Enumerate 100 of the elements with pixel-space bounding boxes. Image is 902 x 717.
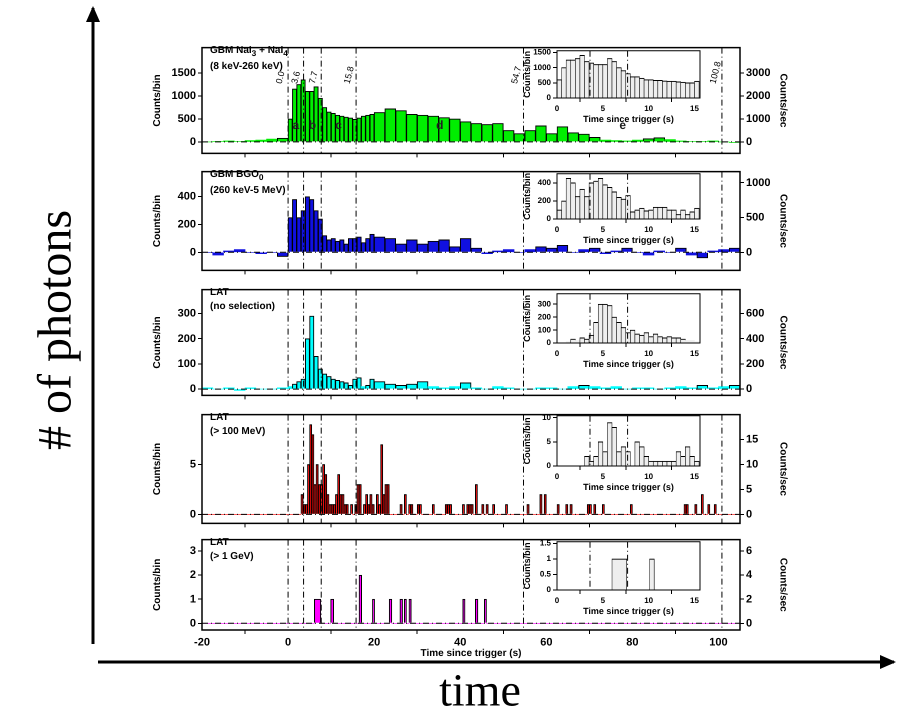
x-tick-label: 0	[554, 596, 560, 606]
y-tick-label: 300	[538, 299, 552, 308]
x-axis-title: Time since trigger (s)	[583, 606, 674, 616]
y2-tick-label: 0	[746, 508, 752, 520]
x-tick-label: 10	[644, 349, 654, 358]
x-tick-label: 15	[690, 472, 700, 482]
x-tick-label: 10	[644, 104, 654, 114]
y2-tick-label: 0	[746, 136, 752, 148]
y-tick-label: 0	[190, 383, 196, 396]
x-axis-title: Time since trigger (s)	[583, 359, 674, 370]
y-tick-label: 300	[178, 308, 196, 320]
x-axis-title: Time since trigger (s)	[583, 482, 674, 492]
y2-axis-title: Counts/sec	[777, 316, 788, 370]
y2-tick-label: 3000	[746, 66, 770, 79]
y-tick-label: 0	[190, 617, 196, 630]
x-tick-label: 15	[690, 596, 700, 606]
y-tick-label: 0	[546, 338, 552, 348]
ref-line-label: 54.7	[509, 65, 524, 85]
y-tick-label: 0	[190, 246, 196, 258]
x-tick-label: 0	[554, 472, 560, 482]
y-axis-title: Counts/bin	[522, 50, 532, 98]
y-axis-title: Counts/bin	[522, 417, 532, 464]
text: (> 1 GeV)	[210, 550, 254, 564]
text: # of photons	[28, 210, 82, 450]
y2-axis-title: Counts/sec	[777, 558, 788, 612]
y-axis-title: Counts/bin	[522, 294, 532, 342]
x-tick-label: 40	[454, 636, 466, 649]
y-tick-label: 200	[178, 332, 196, 345]
text: (> 100 MeV)	[210, 425, 266, 439]
y2-tick-label: 1000	[746, 112, 770, 125]
x-tick-label: 0	[554, 225, 560, 234]
y-tick-label: 1.5	[540, 538, 552, 548]
y-tick-label: 200	[178, 218, 196, 231]
y2-tick-label: 400	[746, 332, 764, 345]
y2-tick-label: 2	[746, 593, 752, 606]
x-tick-label: 80	[626, 636, 639, 649]
y2-tick-label: 0	[746, 617, 752, 630]
y-tick-label: 100	[178, 358, 196, 370]
y-tick-label: 100	[538, 325, 552, 334]
ref-line-label: 3.6	[289, 70, 302, 85]
y-tick-label: 5	[190, 458, 196, 471]
y2-axis-title: Counts/sec	[777, 442, 788, 496]
x-axis-title: Time since trigger (s)	[420, 648, 522, 659]
y-tick-label: 400	[178, 190, 196, 203]
ref-line-label: 7.7	[306, 70, 320, 85]
y-tick-label: 0	[546, 461, 552, 470]
y2-tick-label: 15	[746, 434, 758, 446]
y-axis-title: Counts/bin	[152, 558, 163, 611]
y2-axis-title: Counts/sec	[777, 74, 788, 128]
y-tick-label: 5	[546, 437, 552, 446]
x-tick-label: 5	[600, 225, 606, 234]
y-tick-label: 400	[538, 178, 552, 188]
x-tick-label: 20	[368, 636, 380, 649]
y-tick-label: 500	[178, 112, 196, 125]
y2-tick-label: 500	[746, 212, 764, 224]
x-tick-label: 0	[285, 636, 292, 649]
y-tick-label: 0.5	[540, 570, 552, 579]
y-tick-label: 0	[190, 508, 196, 520]
y2-tick-label: 10	[746, 458, 758, 471]
y2-tick-label: 600	[746, 308, 764, 320]
y-tick-label: 2	[190, 569, 196, 582]
y-axis-title: Counts/bin	[152, 316, 163, 369]
y-tick-label: 200	[538, 312, 552, 322]
text: (no selection)	[210, 300, 276, 314]
x-tick-label: 5	[600, 596, 606, 606]
y-tick-label: 1000	[533, 62, 552, 72]
y2-tick-label: 200	[746, 358, 764, 370]
x-tick-label: 10	[644, 596, 654, 606]
y-tick-label: 0	[546, 214, 552, 224]
y-axis-title: Counts/bin	[152, 74, 163, 127]
text: time	[439, 664, 521, 716]
y-tick-label: 1500	[533, 48, 552, 57]
y2-tick-label: 4	[746, 569, 753, 582]
x-tick-label: 5	[600, 104, 606, 114]
ref-line-label: 15.8	[342, 65, 356, 85]
y2-tick-label: 6	[746, 545, 752, 558]
x-tick-label: 15	[690, 349, 700, 358]
y-tick-label: 0	[546, 585, 552, 594]
y2-tick-label: 1000	[746, 176, 770, 189]
y-tick-label: 500	[538, 78, 552, 87]
x-tick-label: 10	[644, 225, 654, 234]
x-tick-label: 10	[644, 472, 654, 482]
x-tick-label: 5	[600, 349, 606, 358]
y-tick-label: 1000	[172, 90, 196, 102]
y-axis-title: Counts/bin	[152, 442, 163, 496]
y-axis-title: Counts/bin	[152, 194, 163, 248]
y-axis-title: Counts/bin	[522, 542, 532, 590]
text: (260 keV-5 MeV)	[210, 184, 286, 198]
x-axis-title: Time since trigger (s)	[583, 235, 674, 246]
y2-tick-label: 5	[746, 483, 752, 496]
ref-line-label: 0.0	[274, 70, 287, 85]
ref-line-label: 100.8	[708, 60, 723, 85]
x-tick-label: 5	[600, 472, 606, 482]
y2-tick-label: 0	[746, 246, 752, 258]
y-tick-label: 200	[538, 196, 552, 206]
y-tick-label: 1500	[172, 66, 196, 79]
y-tick-label: 0	[190, 136, 196, 148]
x-tick-label: 0	[554, 104, 560, 114]
x-tick-label: 15	[690, 225, 700, 234]
x-tick-label: 15	[690, 104, 700, 114]
